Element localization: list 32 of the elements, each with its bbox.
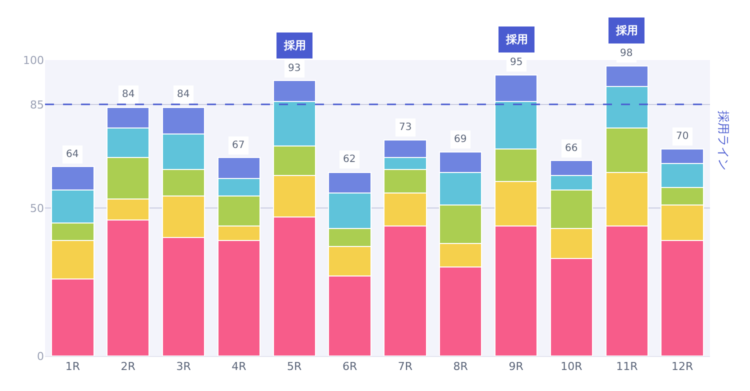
x-tick-label: 8R <box>453 360 468 374</box>
y-tick-label: 0 <box>37 350 44 363</box>
total-label: 66 <box>565 143 578 154</box>
x-tick-label: 7R <box>398 360 413 374</box>
total-label: 70 <box>676 131 689 142</box>
annotation: 採用 <box>615 24 638 37</box>
total-label: 69 <box>454 134 467 145</box>
total-label: 64 <box>66 149 79 160</box>
y-tick-label: 50 <box>30 202 44 215</box>
total-label: 67 <box>232 140 245 151</box>
total-label: 84 <box>177 89 190 100</box>
x-tick-label: 1R <box>65 360 80 374</box>
x-tick-label: 12R <box>671 360 694 374</box>
ref-line-label: 採用ライン <box>716 110 730 170</box>
x-tick-label: 10R <box>560 360 583 374</box>
x-tick-label: 6R <box>342 360 358 374</box>
total-label: 73 <box>399 122 412 133</box>
x-tick-label: 3R <box>176 360 192 374</box>
x-tick-label: 11R <box>616 360 638 374</box>
x-tick-label: 4R <box>232 360 247 374</box>
total-label: 98 <box>620 48 633 59</box>
y-tick-label: 85 <box>30 98 44 112</box>
x-tick-label: 9R <box>508 360 524 374</box>
total-label: 62 <box>343 154 356 165</box>
total-label: 93 <box>288 63 301 74</box>
x-tick-label: 5R <box>287 360 302 374</box>
annotation: 採用 <box>283 39 306 52</box>
x-tick-label: 2R <box>120 360 136 374</box>
total-label: 84 <box>122 89 135 100</box>
y-tick-label: 100 <box>23 54 44 67</box>
total-label: 95 <box>510 57 523 68</box>
annotation: 採用 <box>505 33 528 46</box>
